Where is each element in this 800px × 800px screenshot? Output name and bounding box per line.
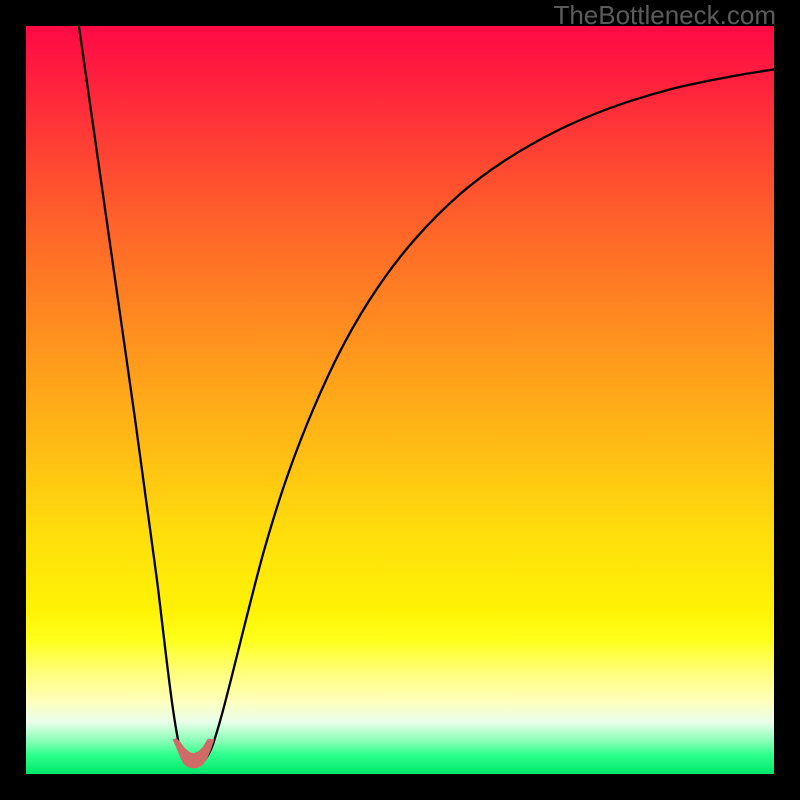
gradient-background — [26, 26, 774, 774]
plot-svg — [26, 26, 774, 774]
plot-area — [26, 26, 774, 774]
bottleneck-chart-figure: TheBottleneck.com — [0, 0, 800, 800]
watermark-text: TheBottleneck.com — [553, 0, 776, 31]
